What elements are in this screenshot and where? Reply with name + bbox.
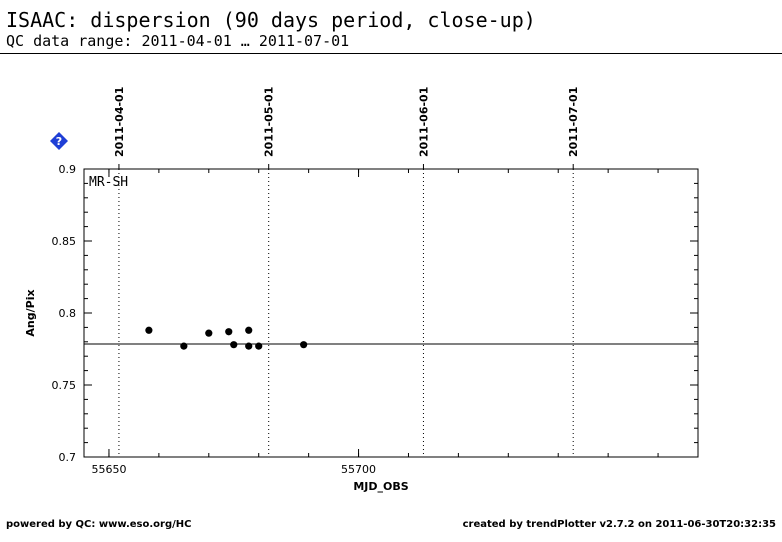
x-tick-label: 55700 [341, 463, 376, 476]
chart-title: ISAAC: dispersion (90 days period, close… [6, 8, 536, 32]
date-marker-label: 2011-04-01 [113, 87, 126, 157]
date-marker-label: 2011-06-01 [417, 87, 430, 157]
data-point [205, 329, 213, 337]
data-point [245, 326, 253, 334]
y-tick-label: 0.85 [52, 235, 77, 248]
footer-powered-by: powered by QC: www.eso.org/HC [6, 519, 192, 530]
data-point [145, 326, 153, 334]
y-axis: 0.7 0.75 0.8 0.85 0.9 [52, 163, 698, 464]
y-tick-label: 0.75 [52, 379, 77, 392]
data-point [245, 342, 253, 350]
x-axis-label: MJD_OBS [353, 480, 408, 493]
x-tick-label: 55650 [91, 463, 126, 476]
data-point [180, 342, 188, 350]
panel-label: MR-SH [89, 175, 128, 190]
date-marker-label: 2011-07-01 [567, 87, 580, 157]
date-marker-label: 2011-05-01 [263, 87, 276, 157]
y-tick-label: 0.9 [59, 163, 77, 176]
y-tick-label: 0.7 [59, 451, 77, 464]
data-point [225, 328, 233, 336]
data-points [145, 326, 308, 350]
y-axis-label: Ang/Pix [24, 289, 37, 336]
footer-created-by: created by trendPlotter v2.7.2 on 2011-0… [462, 519, 776, 530]
help-icon[interactable]: ? [50, 132, 68, 150]
date-markers: 2011-04-01 2011-05-01 2011-06-01 2011-07-01 [113, 87, 580, 457]
chart-subtitle: QC data range: 2011-04-01 … 2011-07-01 [6, 32, 350, 50]
data-point [300, 341, 308, 349]
x-axis: 55650 55700 [91, 169, 659, 476]
data-point [255, 342, 263, 350]
header-divider [0, 53, 782, 54]
plot-frame [83, 168, 699, 458]
data-point [230, 341, 238, 349]
svg-text:?: ? [56, 135, 62, 148]
y-tick-label: 0.8 [59, 307, 77, 320]
